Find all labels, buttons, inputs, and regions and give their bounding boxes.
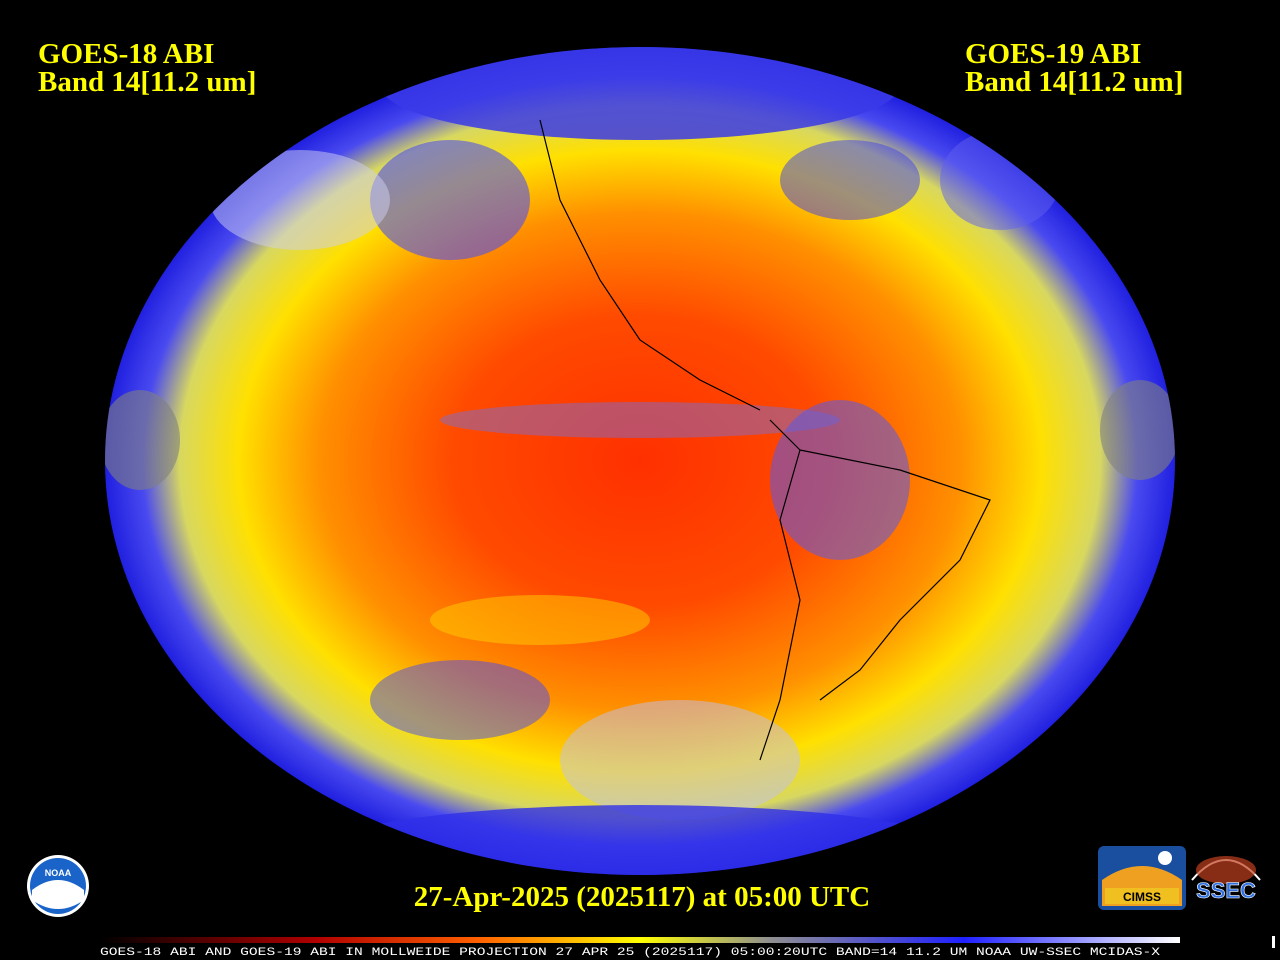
coastline [539, 119, 991, 761]
cimss-label: CIMSS [1123, 890, 1161, 904]
left-satellite: GOES-18 ABI [38, 38, 214, 70]
right-band: Band 14[11.2 um] [965, 66, 1183, 98]
globe [105, 47, 1175, 875]
timestamp: 27-Apr-2025 (2025117) at 05:00 UTC [414, 881, 870, 913]
noaa-logo: NOAA [27, 855, 89, 917]
corner-mark [1272, 936, 1275, 948]
ssec-logo: SSEC [1191, 856, 1261, 903]
ssec-label: SSEC [1196, 878, 1256, 903]
left-band: Band 14[11.2 um] [38, 66, 256, 98]
right-satellite: GOES-19 ABI [965, 38, 1141, 70]
footer-caption: GOES-18 ABI AND GOES-19 ABI IN MOLLWEIDE… [100, 947, 1161, 959]
color-scale [100, 937, 1180, 943]
cimss-logo: CIMSS [1098, 846, 1186, 910]
earth-disk [105, 47, 1175, 875]
noaa-label: NOAA [45, 868, 72, 878]
